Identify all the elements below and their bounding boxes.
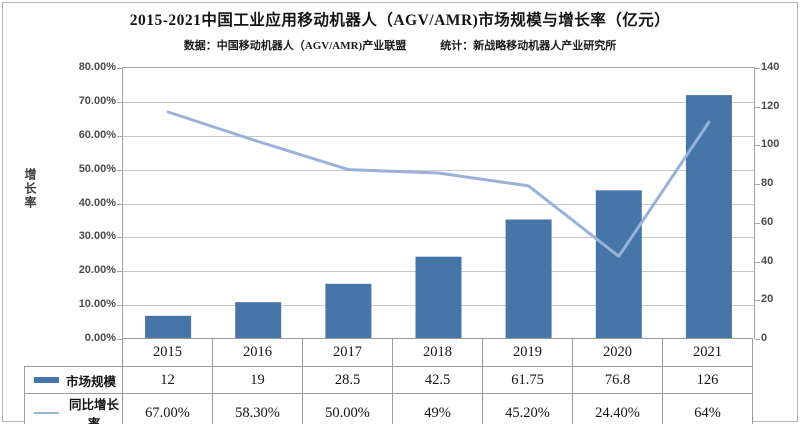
left-axis-tick (117, 305, 122, 307)
left-axis-tick (117, 101, 122, 103)
left-axis-tick-label: 80.00% (78, 61, 116, 73)
left-axis-tick (117, 68, 122, 69)
left-axis-tick (117, 135, 122, 137)
gridline (123, 135, 754, 137)
chart-title: 2015-2021中国工业应用移动机器人（AGV/AMR)市场规模与增长率（亿元… (129, 12, 671, 29)
bar-2017 (325, 283, 372, 339)
legend-label: 同比增长率 (68, 398, 119, 424)
right-axis-tick (755, 68, 760, 69)
gridline (123, 169, 754, 171)
value-cell: 49% (392, 393, 483, 424)
bar-2019 (505, 219, 552, 339)
right-axis-tick-label: 60 (761, 215, 774, 228)
year-cell: 2021 (662, 338, 753, 367)
left-axis-tick-label: 70.00% (78, 94, 116, 107)
right-axis-tick (755, 184, 760, 186)
year-cell: 2015 (122, 338, 213, 367)
right-axis-tick (755, 300, 760, 302)
legend-cell-growth-rate: 同比增长率 (24, 393, 123, 424)
bar-2020 (595, 190, 642, 339)
right-axis-tick-label: 120 (761, 99, 780, 112)
year-cell: 2016 (212, 338, 303, 367)
left-axis-tick (117, 169, 122, 171)
value-cell: 64% (662, 393, 753, 424)
year-cell: 2017 (302, 338, 393, 367)
left-axis-tick-label: 20.00% (78, 264, 116, 277)
right-axis-tick-label: 0 (761, 332, 768, 344)
value-cell: 67.00% (122, 393, 213, 424)
value-cell: 76.8 (572, 366, 663, 394)
right-axis-tick-labels: 140 120 100 80 60 40 20 0 (761, 61, 800, 344)
bar-2015 (145, 315, 192, 339)
value-cell: 50.00% (302, 393, 393, 424)
year-cell: 2019 (482, 338, 573, 367)
chart-plot-svg (145, 95, 732, 339)
value-cell: 61.75 (482, 366, 573, 394)
right-axis-tick (755, 261, 760, 263)
gridline (123, 237, 754, 239)
statistics-source-text: 统计：新战略移动机器人产业研究所 (440, 40, 617, 52)
left-axis-tick-label: 30.00% (78, 230, 116, 243)
legend-label: 市场规模 (66, 374, 117, 389)
chart-subtitle: 数据：中国移动机器人（AGV/AMR)产业联盟 统计：新战略移动机器人产业研究所 (0, 37, 800, 53)
table-corner (25, 339, 123, 367)
left-axis-tick-label: 0.00% (84, 332, 116, 344)
left-axis-tick (117, 237, 122, 239)
growth-rate-line (166, 110, 711, 258)
left-axis-tick-label: 60.00% (78, 128, 116, 141)
value-cell: 126 (662, 366, 753, 394)
value-cell: 12 (122, 366, 213, 394)
right-axis-tick-label: 40 (761, 254, 774, 267)
bar-2018 (415, 256, 462, 339)
legend-wrap: 市场规模 (26, 371, 122, 390)
left-axis-tick-label: 10.00% (78, 298, 116, 311)
right-axis-tick-label: 100 (761, 138, 780, 151)
right-axis-tick (755, 222, 760, 224)
value-cell: 24.40% (572, 393, 663, 424)
left-axis-tick-label: 40.00% (78, 196, 116, 209)
right-axis-tick (755, 106, 760, 108)
gridline (123, 101, 754, 103)
left-axis-tick (117, 203, 122, 205)
bar-2016 (235, 302, 282, 339)
left-axis-tick (117, 271, 122, 273)
bar-legend-key-icon (34, 377, 59, 383)
line-legend-key-icon (34, 412, 59, 414)
plot-area (117, 67, 760, 340)
left-axis-tick (117, 339, 122, 340)
legend-wrap: 同比增长率 (26, 395, 122, 424)
gridline (123, 203, 754, 205)
value-cell: 19 (212, 366, 303, 394)
value-cell: 28.5 (302, 366, 393, 394)
value-cell: 42.5 (392, 366, 483, 394)
right-axis-tick-label: 140 (761, 61, 780, 73)
left-axis-title: 增长率 (23, 168, 37, 210)
left-axis-tick-label: 50.00% (78, 162, 116, 175)
data-source-text: 数据：中国移动机器人（AGV/AMR)产业联盟 (183, 40, 407, 52)
data-table: 2015 2016 2017 2018 2019 2020 2021 市场规模 12 19 28.5… (24, 338, 753, 424)
value-cell: 45.20% (482, 393, 573, 424)
year-cell: 2018 (392, 338, 483, 367)
year-cell: 2020 (572, 338, 663, 367)
right-axis-tick-label: 20 (761, 293, 774, 306)
left-axis-tick-labels: 80.00% 70.00% 60.00% 50.00% 40.00% 30.00% 20.0… (28, 61, 116, 344)
right-axis-tick-label: 80 (761, 177, 774, 190)
bar-2021 (685, 95, 732, 339)
right-axis-tick (755, 339, 760, 340)
value-cell: 58.30% (212, 393, 303, 424)
right-axis-tick (755, 145, 760, 147)
legend-cell-market-size: 市场规模 (24, 366, 123, 394)
